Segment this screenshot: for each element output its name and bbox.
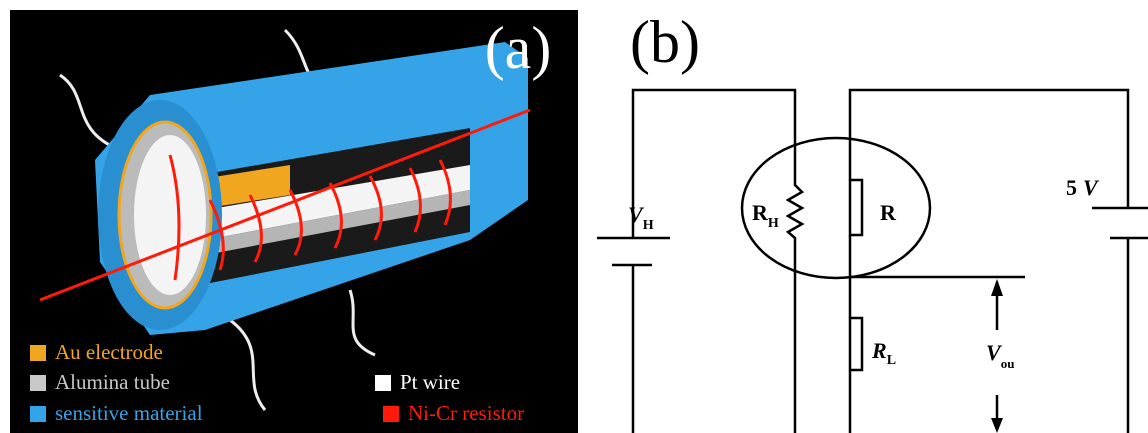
supply-value: 5: [1066, 175, 1077, 200]
panel-label: (b): [630, 9, 700, 75]
panel-a: (a) Au electrode Alumina tube sensitive ma…: [10, 10, 578, 433]
load-resistor-label: RL: [871, 338, 896, 368]
supply-unit: V: [1083, 175, 1100, 200]
output-label: Vou: [986, 340, 1014, 371]
legend-swatch: [30, 345, 46, 361]
heater-resistor: [788, 180, 802, 433]
legend-label: Alumina tube: [55, 370, 170, 394]
legend-label: Au electrode: [55, 340, 163, 364]
panel-label: (a): [485, 15, 552, 81]
arrow-head: [991, 418, 1003, 433]
arrow-head: [991, 279, 1003, 296]
load-resistor: [850, 318, 862, 370]
symbol: R: [752, 200, 769, 225]
legend-label: Ni-Cr resistor: [408, 401, 524, 425]
legend-label: Pt wire: [400, 370, 460, 394]
legend-swatch: [375, 375, 391, 391]
subscript: L: [887, 353, 896, 368]
symbol: R: [871, 338, 887, 363]
legend-swatch: [383, 406, 399, 422]
sensor-resistor: [850, 180, 862, 235]
heater-resistor-label: RH: [752, 200, 779, 231]
legend-swatch: [30, 406, 46, 422]
sensor-resistor-label: R: [880, 200, 897, 225]
subscript: H: [768, 216, 779, 231]
subscript: ou: [1001, 356, 1015, 371]
sensor-enclosure: [742, 138, 930, 278]
figure: (a) Au electrode Alumina tube sensitive ma…: [0, 0, 1148, 433]
legend-label: sensitive material: [55, 401, 203, 425]
legend-swatch: [30, 375, 46, 391]
subscript: H: [643, 218, 654, 233]
circuit: [597, 90, 1148, 433]
